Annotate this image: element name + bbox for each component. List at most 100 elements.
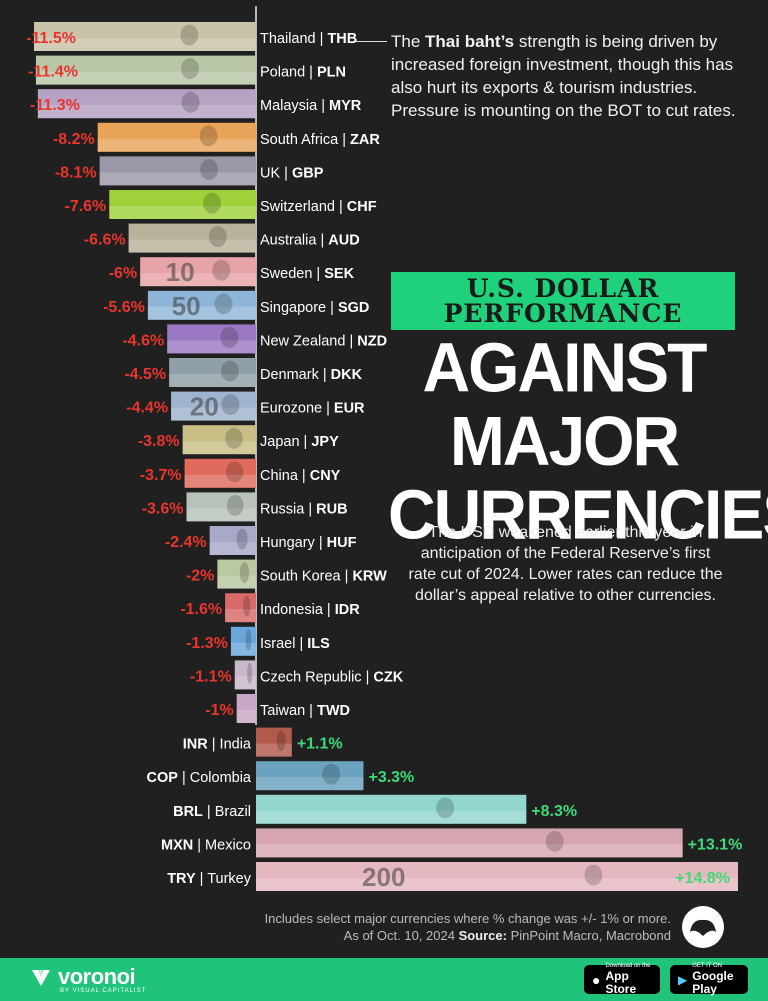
value-label: -2.4% [165,534,207,551]
banknote-rub [186,492,256,522]
bar-sheen [37,105,256,119]
value-label: -11.3% [30,97,80,114]
banknote-chf [109,190,256,219]
visual-capitalist-logo [682,906,724,948]
currency-label: China | CNY [260,468,341,484]
bar-chf [109,190,256,219]
bar-aud [128,223,256,253]
voronoi-logo-icon [32,970,50,986]
portrait-shape [202,192,221,214]
bar-gbp [99,156,256,186]
bar-sheen [140,273,256,287]
portrait-shape [214,293,233,315]
bar-sheen [234,676,256,690]
bar-sheen [256,743,292,757]
portrait-shape [208,226,227,248]
portrait-shape [584,864,603,886]
bar-sheen [230,642,256,656]
bar-sheen [99,172,256,186]
source-line: As of Oct. 10, 2024 Source: PinPoint Mac… [343,928,671,943]
banknote-try: 200 [256,862,738,892]
portrait-shape [200,159,219,180]
bar-sheen [184,474,256,488]
currency-label: South Africa | ZAR [260,132,380,148]
value-label: -5.6% [103,299,145,316]
currency-label: Czech Republic | CZK [260,669,404,685]
banknote-inr [256,727,292,757]
bar-sheen [97,138,256,152]
bar-czk [234,660,256,690]
currency-label: BRL | Brazil [173,804,251,820]
banknote-nzd [167,324,256,354]
bar-rub [186,492,256,522]
banknote-sgd: 50 [147,290,256,321]
banknote-thb [34,22,256,51]
google-play-icon: ▶ [678,972,688,987]
bar-sheen [256,877,738,891]
portrait-shape [322,763,341,785]
bar-sheen [236,709,256,723]
google-play-button[interactable]: ▶ GET IT ON Google Play [670,963,748,996]
currency-label: Israel | ILS [260,636,330,652]
portrait-shape [199,125,218,147]
bar-dkk [169,358,256,387]
banknote-cny [184,458,256,488]
bar-sheen [34,37,256,51]
value-label: -11.5% [26,30,76,47]
bar-sheen [217,575,256,589]
banknote-ils [230,626,256,656]
banknote-czk [234,660,256,690]
value-label: -1.6% [180,601,222,618]
portrait-shape [226,495,244,516]
app-store-button[interactable]: ● Download on the App Store [584,963,660,996]
banknote-zar [97,122,256,152]
banknote-krw [217,559,256,589]
currency-label: Poland | PLN [260,65,346,81]
footnote: Includes select major currencies where %… [264,911,671,926]
value-label: -1.3% [186,635,228,652]
portrait-shape [180,58,199,80]
banknote-aud [128,223,256,253]
portrait-shape [226,461,244,483]
currency-label: South Korea | KRW [260,569,387,585]
banknote-cop [256,761,364,791]
value-label: -4.6% [122,332,164,349]
portrait-shape [436,797,455,819]
portrait-shape [245,629,252,651]
currency-label: Russia | RUB [260,501,348,517]
currency-label: MXN | Mexico [161,837,251,853]
footer-bar: voronoi BY VISUAL CAPITALIST ● Download … [0,958,768,1001]
bar-zar [97,122,256,152]
portrait-shape [243,595,251,617]
value-label: -3.6% [142,500,184,517]
portrait-shape [181,91,200,113]
banknote-sek: 10 [140,257,256,287]
banknote-numeral: 50 [172,291,201,321]
banknote-gbp [99,156,256,186]
portrait-shape [276,730,286,752]
currency-label: Singapore | SGD [260,300,369,316]
value-label: -1.1% [190,668,232,685]
bar-sheen [186,508,256,522]
portrait-shape [236,528,248,550]
currency-label: Eurozone | EUR [260,401,365,417]
chart-description: The USD weakened earlier this year in an… [408,524,723,604]
bar-try [256,862,738,891]
value-label: -3.7% [140,467,182,484]
bar-sheen [167,340,256,354]
chart-title: AGAINST MAJOR CURRENCIES [388,328,768,554]
bar-huf [209,526,256,555]
banknote-numeral: 10 [166,257,195,287]
voronoi-brand[interactable]: voronoi [30,964,136,990]
title-banner: U.S. DOLLAR PERFORMANCE [391,272,735,330]
apple-icon: ● [592,971,601,988]
currency-label: Taiwan | TWD [260,703,350,719]
currency-label: UK | GBP [260,165,324,181]
value-label: +3.3% [368,769,414,786]
value-label: -6% [109,265,137,282]
bar-sheen [182,441,256,455]
banknote-mxn [256,828,683,858]
currency-label: Sweden | SEK [260,266,355,282]
bar-nzd [167,324,256,354]
value-label: -11.4% [28,64,78,81]
